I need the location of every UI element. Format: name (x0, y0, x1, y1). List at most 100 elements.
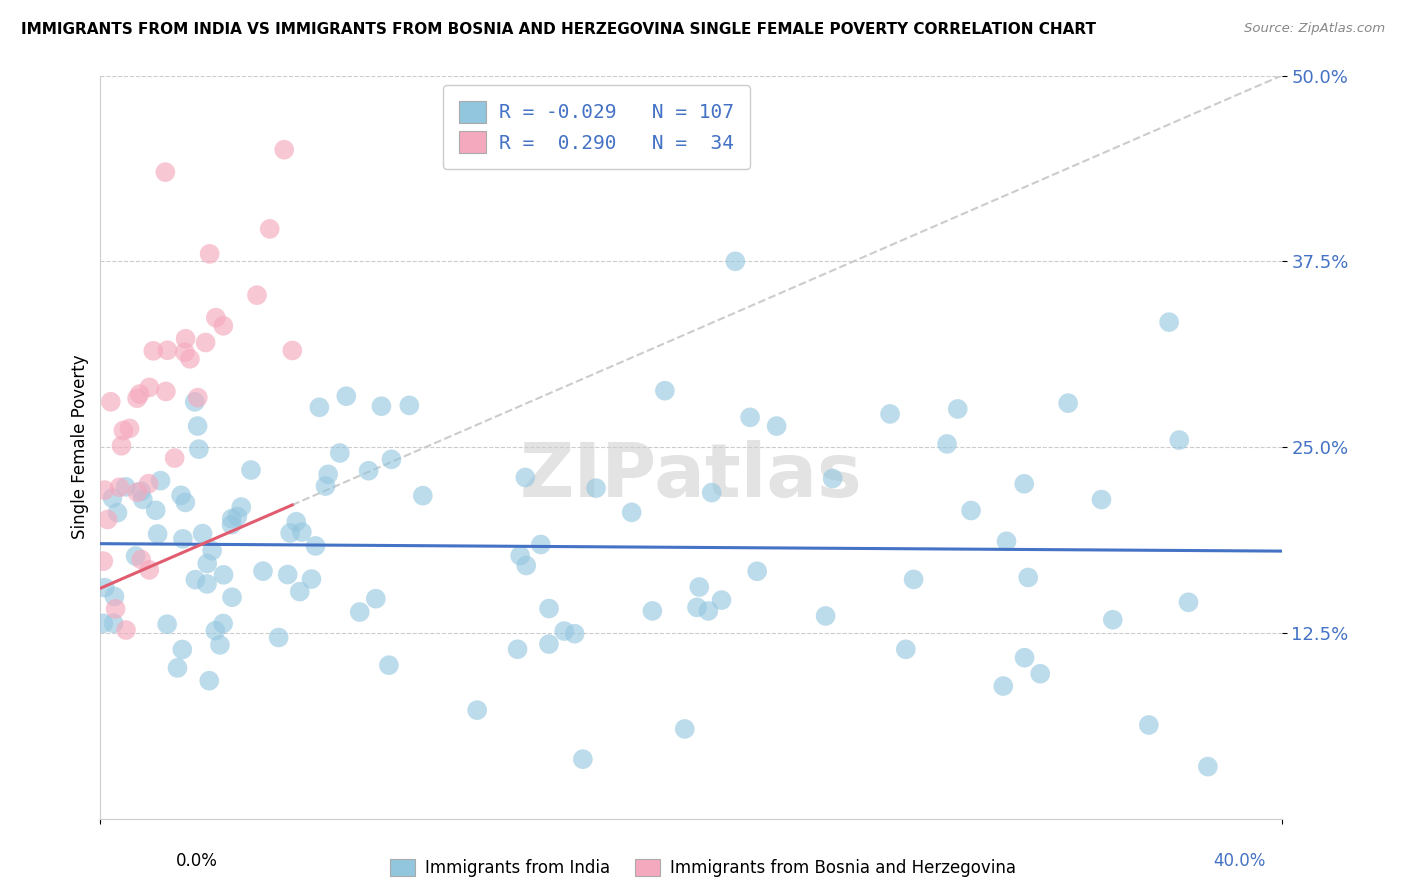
Point (506, 642, 529, 657)
Point (104, 602, 127, 616)
Point (115, 623, 138, 637)
Point (103, 616, 125, 631)
Point (1017, 570, 1039, 584)
Point (108, 480, 131, 494)
Text: 40.0%: 40.0% (1213, 852, 1265, 870)
Point (995, 534, 1018, 549)
Point (1159, 315, 1181, 329)
Point (142, 343, 165, 358)
Point (221, 517, 243, 532)
Point (174, 332, 197, 346)
Point (1057, 396, 1080, 410)
Point (172, 642, 194, 657)
Point (138, 476, 160, 491)
Point (212, 318, 235, 333)
Point (187, 442, 209, 457)
Point (278, 525, 301, 540)
Point (620, 505, 643, 519)
Point (1101, 613, 1123, 627)
Point (107, 506, 129, 520)
Point (724, 254, 747, 268)
Point (194, 335, 217, 350)
Point (285, 515, 308, 529)
Point (380, 452, 402, 467)
Point (212, 567, 235, 582)
Point (1012, 476, 1035, 491)
Point (103, 590, 125, 604)
Point (155, 165, 177, 179)
Point (195, 577, 218, 591)
Point (335, 389, 357, 403)
Point (936, 437, 959, 451)
Point (821, 471, 844, 485)
Point (1029, 666, 1052, 681)
Legend: R = -0.029   N = 107, R =  0.290   N =  34: R = -0.029 N = 107, R = 0.290 N = 34 (443, 86, 749, 169)
Point (145, 503, 167, 517)
Point (700, 485, 723, 500)
Point (288, 584, 311, 599)
Point (412, 489, 434, 503)
Point (172, 532, 194, 546)
Point (166, 661, 188, 675)
Point (174, 495, 197, 509)
Point (198, 247, 221, 261)
Point (93, 483, 115, 497)
Point (515, 558, 537, 573)
Point (231, 500, 253, 514)
Point (128, 387, 150, 401)
Legend: Immigrants from India, Immigrants from Bosnia and Herzegovina: Immigrants from India, Immigrants from B… (384, 852, 1022, 884)
Point (146, 527, 169, 541)
Point (184, 395, 207, 409)
Point (879, 407, 901, 421)
Point (765, 419, 787, 434)
Point (184, 573, 207, 587)
Point (465, 703, 488, 717)
Point (530, 537, 553, 551)
Text: ZIPatlas: ZIPatlas (520, 441, 862, 513)
Point (740, 410, 762, 425)
Point (673, 722, 696, 736)
Point (129, 552, 152, 566)
Point (993, 679, 1015, 693)
Text: 0.0%: 0.0% (176, 852, 218, 870)
Point (301, 572, 323, 586)
Point (515, 470, 537, 484)
Point (155, 384, 177, 399)
Point (187, 391, 209, 405)
Point (156, 343, 179, 358)
Point (179, 351, 201, 366)
Point (125, 391, 148, 405)
Point (208, 638, 231, 652)
Point (240, 463, 263, 477)
Point (91, 616, 114, 631)
Point (378, 658, 401, 673)
Point (1177, 595, 1199, 609)
Point (315, 479, 337, 493)
Point (697, 604, 720, 618)
Point (1137, 718, 1160, 732)
Point (201, 543, 224, 558)
Text: Source: ZipAtlas.com: Source: ZipAtlas.com (1244, 22, 1385, 36)
Point (100, 394, 122, 409)
Point (127, 485, 149, 500)
Point (357, 464, 380, 478)
Point (329, 446, 352, 460)
Point (191, 526, 214, 541)
Point (226, 509, 249, 524)
Point (553, 624, 575, 638)
Point (1168, 433, 1191, 447)
Point (688, 580, 710, 594)
Point (94, 581, 117, 595)
Point (291, 524, 314, 539)
Point (509, 549, 531, 563)
Point (946, 401, 969, 416)
Point (316, 467, 339, 482)
Point (572, 752, 595, 766)
Point (1090, 492, 1112, 507)
Point (894, 642, 917, 657)
Point (281, 343, 304, 358)
Point (246, 288, 269, 302)
Point (173, 345, 195, 359)
Point (205, 310, 228, 325)
Point (398, 398, 420, 412)
